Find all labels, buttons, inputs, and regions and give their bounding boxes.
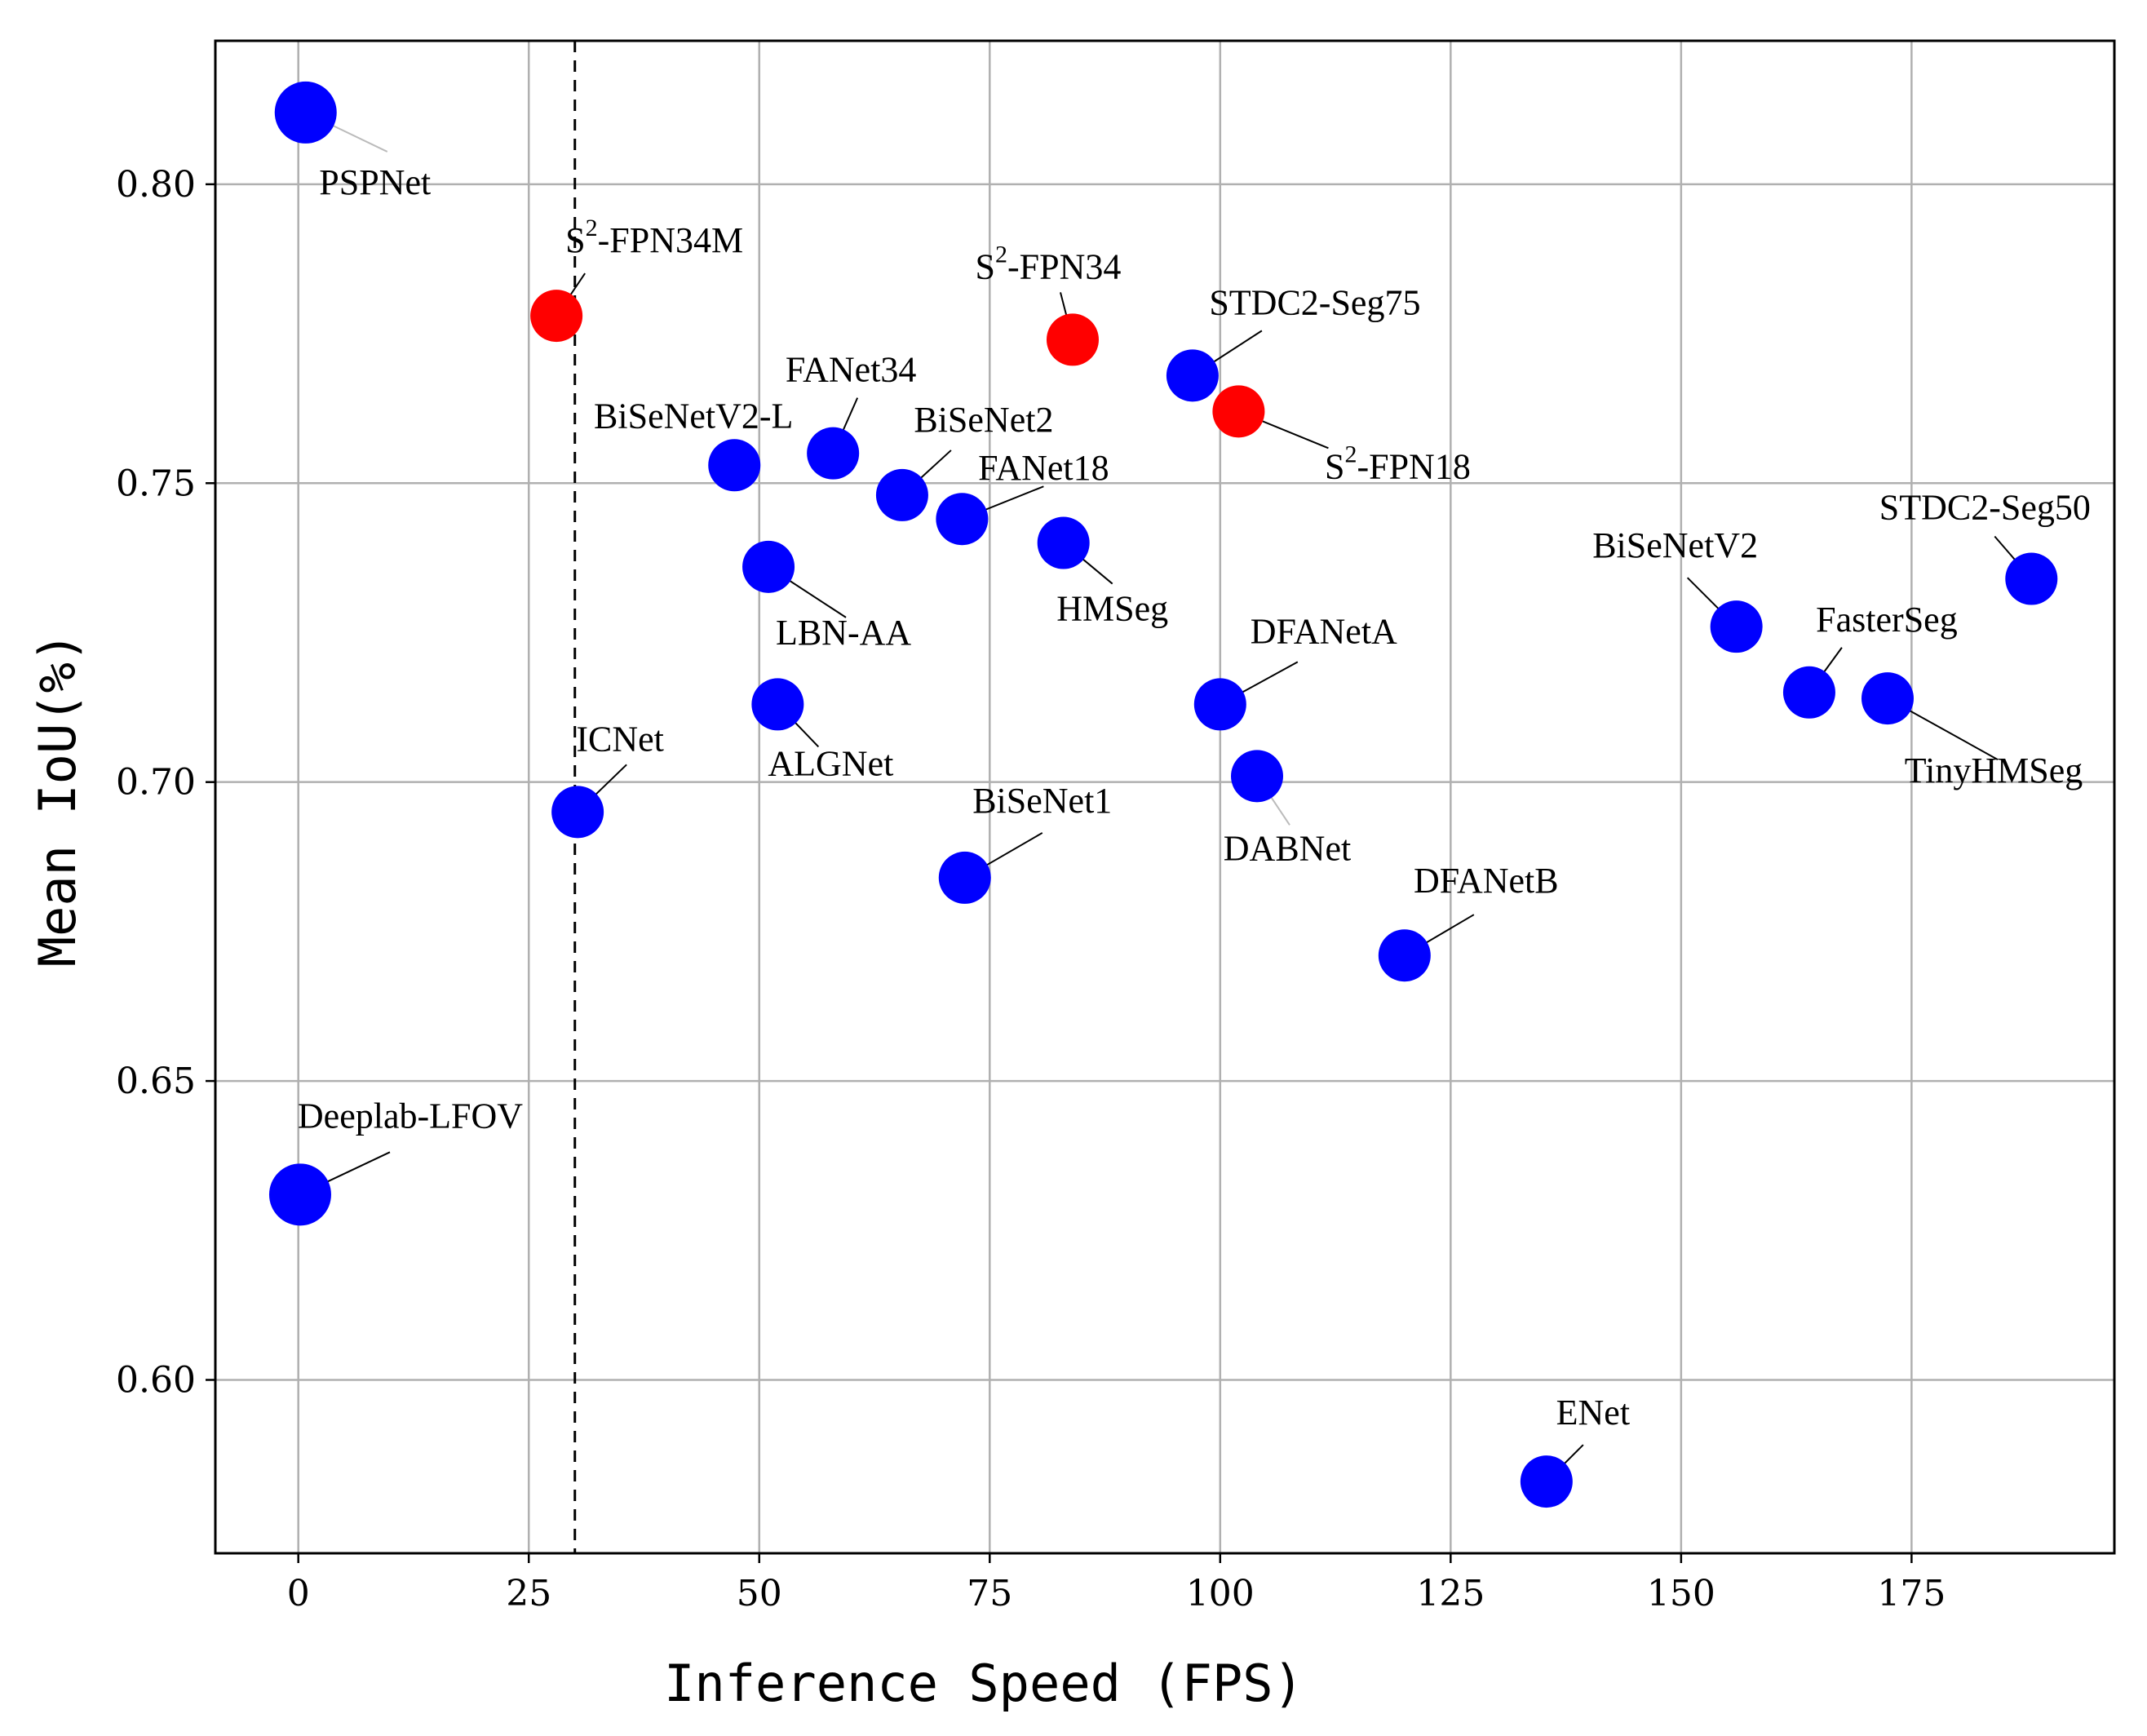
- x-tick-label: 25: [506, 1573, 551, 1614]
- data-point: [551, 786, 604, 839]
- point-label-prefix: S: [976, 246, 995, 286]
- point-label: ENet: [1556, 1393, 1630, 1433]
- point-label-prefix: S: [1325, 446, 1344, 486]
- data-point: [1861, 672, 1914, 725]
- point-label: FasterSeg: [1816, 600, 1958, 640]
- point-label: BiSeNet2: [914, 400, 1053, 440]
- point-label: S2-FPN18: [1325, 441, 1471, 486]
- y-tick-label: 0.80: [116, 164, 196, 206]
- x-tick-label: 0: [287, 1573, 310, 1614]
- y-axis-title: Mean IoU(%): [28, 632, 87, 968]
- point-label-text: -FPN34: [1007, 246, 1121, 286]
- data-point: [1212, 385, 1265, 438]
- data-point: [1378, 929, 1431, 982]
- data-point: [1046, 313, 1099, 366]
- data-point: [1231, 750, 1284, 803]
- grid-lines: [215, 41, 2114, 1553]
- x-tick-label: 100: [1186, 1573, 1255, 1614]
- data-point: [875, 468, 928, 521]
- data-point: [936, 493, 989, 546]
- point-label: PSPNet: [319, 162, 431, 202]
- plot-frame: [214, 39, 2116, 1555]
- data-point: [708, 439, 761, 492]
- x-axis-ticks: 0 25 50 75 100 125 150 175: [287, 1553, 1946, 1614]
- x-axis-title: Inference Speed (FPS): [664, 1654, 1304, 1713]
- data-point: [751, 678, 804, 731]
- data-point: [1520, 1455, 1573, 1508]
- point-labels: PSPNetDeeplab-LFOVS2-FPN34MS2-FPN34S2-FP…: [298, 162, 2091, 1433]
- y-axis-ticks: 0.60 0.65 0.70 0.75 0.80: [116, 164, 215, 1401]
- data-points: [268, 81, 2058, 1508]
- point-label: BiSeNetV2: [1592, 525, 1758, 565]
- point-label-text: -FPN34M: [598, 220, 744, 260]
- point-label: S2-FPN34: [976, 241, 1122, 286]
- point-label: BiSeNetV2-L: [594, 396, 793, 436]
- data-point: [2005, 552, 2058, 605]
- data-point: [938, 851, 991, 904]
- point-label: Deeplab-LFOV: [298, 1096, 523, 1136]
- point-label-prefix: S: [565, 220, 585, 260]
- x-tick-label: 50: [737, 1573, 782, 1614]
- point-label: BiSeNet1: [972, 781, 1112, 821]
- x-tick-label: 125: [1416, 1573, 1485, 1614]
- point-label: DFANetB: [1414, 861, 1559, 901]
- data-point: [1710, 600, 1763, 653]
- point-label: STDC2-Seg50: [1879, 488, 2091, 528]
- data-point: [274, 81, 337, 144]
- point-label-superscript: 2: [995, 241, 1007, 268]
- point-label-superscript: 2: [1344, 441, 1357, 467]
- data-point: [530, 290, 583, 343]
- point-label: FANet34: [786, 350, 917, 390]
- data-point: [268, 1163, 331, 1226]
- data-point: [1037, 516, 1090, 569]
- point-label-text: -FPN18: [1357, 446, 1470, 486]
- x-tick-label: 150: [1647, 1573, 1715, 1614]
- x-tick-label: 175: [1877, 1573, 1946, 1614]
- y-tick-label: 0.60: [116, 1359, 196, 1401]
- data-point: [742, 540, 795, 593]
- y-tick-label: 0.75: [116, 463, 196, 504]
- point-label: S2-FPN34M: [565, 215, 743, 260]
- point-label-superscript: 2: [586, 215, 598, 241]
- x-tick-label: 75: [967, 1573, 1012, 1614]
- y-tick-label: 0.70: [116, 762, 196, 804]
- data-point: [1782, 666, 1835, 719]
- point-label: ALGNet: [768, 743, 893, 783]
- point-label: DABNet: [1224, 828, 1351, 868]
- point-label: TinyHMSeg: [1905, 751, 2083, 790]
- point-label: HMSeg: [1056, 589, 1168, 629]
- data-point: [1166, 349, 1219, 402]
- point-label: FANet18: [978, 448, 1109, 488]
- point-label: ICNet: [576, 719, 664, 759]
- data-point: [807, 427, 860, 480]
- point-label: DFANetA: [1251, 611, 1397, 651]
- point-label: STDC2-Seg75: [1209, 282, 1420, 322]
- data-point: [1193, 678, 1246, 731]
- y-tick-label: 0.65: [116, 1061, 196, 1102]
- point-label: LBN-AA: [776, 613, 911, 653]
